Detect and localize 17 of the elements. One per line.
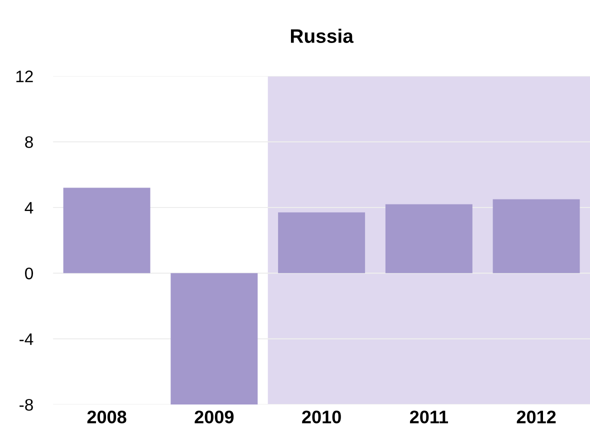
y-tick-label: 8 [25,136,33,148]
y-tick-label: 4 [24,202,34,214]
y-tick-label: -8 [20,398,33,411]
x-tick-label: 2008 [87,410,126,424]
x-tick-label: 2009 [194,410,234,424]
x-tick-label: 2011 [410,410,448,424]
bar [63,188,150,274]
bar [492,199,580,274]
x-tick-label: 2010 [302,410,341,424]
y-tick-label: -4 [20,333,34,345]
y-tick-label: 12 [16,70,33,82]
bar [278,212,366,274]
y-tick-label: 0 [25,268,34,280]
x-tick-label: 2012 [516,410,556,424]
chart-title: Russia [290,28,354,43]
bar [385,204,472,274]
bar [170,273,258,405]
